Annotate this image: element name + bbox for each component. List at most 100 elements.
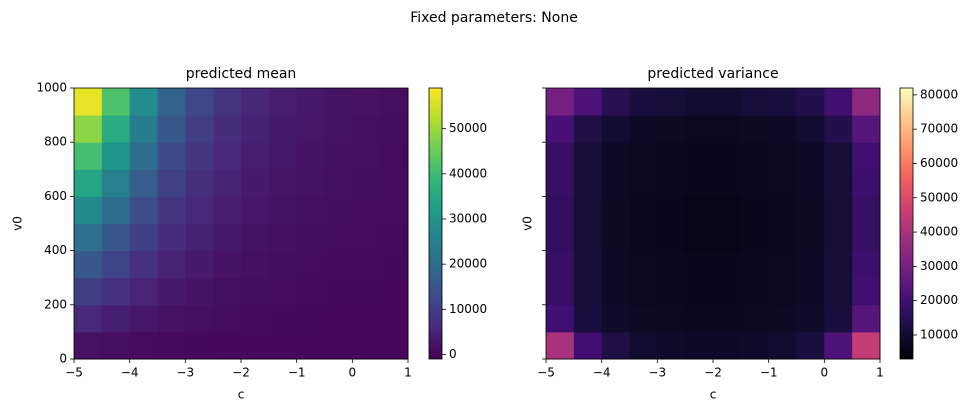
- heatmap-cell: [101, 142, 131, 170]
- colorbar-tick-label: 20000: [449, 257, 487, 271]
- heatmap-cell: [546, 88, 575, 116]
- heatmap-cell: [74, 304, 103, 333]
- colorbar-tick-label: 30000: [449, 211, 487, 225]
- heatmap-cell: [546, 277, 575, 306]
- heatmap-cell: [352, 250, 381, 279]
- heatmap-cell: [546, 196, 575, 224]
- heatmap-cell: [74, 277, 103, 306]
- heatmap-cell: [796, 223, 825, 252]
- heatmap-cell: [129, 277, 158, 306]
- y-axis-label: v0: [521, 216, 535, 231]
- x-tick-label: 1: [876, 366, 884, 380]
- x-tick-label: −2: [704, 366, 722, 380]
- heatmap-cell: [685, 196, 714, 224]
- heatmap-cell: [685, 250, 714, 279]
- heatmap-cell: [296, 277, 325, 306]
- x-tick-label: −3: [648, 366, 666, 380]
- heatmap-cell: [296, 196, 325, 224]
- heatmap-cell: [796, 169, 825, 197]
- heatmap-cell: [657, 250, 686, 279]
- heatmap-cell: [129, 331, 158, 360]
- heatmap-cell: [101, 223, 131, 252]
- heatmap-cell: [185, 250, 214, 279]
- heatmap-cell: [268, 250, 298, 279]
- heatmap-cell: [546, 142, 575, 170]
- heatmap-cell: [380, 304, 409, 333]
- heatmap-cell: [352, 88, 381, 116]
- heatmap-cell: [324, 223, 353, 252]
- heatmap-cell: [213, 196, 242, 224]
- heatmap-cell: [101, 196, 131, 224]
- heatmap-cell: [352, 115, 381, 143]
- x-axis-label: c: [710, 388, 717, 402]
- heatmap-cell: [380, 115, 409, 143]
- heatmap-cell: [685, 277, 714, 306]
- heatmap-cell: [213, 223, 242, 252]
- colorbar-tick-label: 0: [449, 347, 457, 361]
- heatmap-cell: [129, 250, 158, 279]
- heatmap-cell: [852, 250, 881, 279]
- heatmap-cell: [380, 142, 409, 170]
- heatmap-cell: [824, 115, 853, 143]
- heatmap-cell: [157, 331, 186, 360]
- axes-title: predicted variance: [647, 66, 778, 82]
- heatmap-cell: [601, 250, 630, 279]
- heatmap-cell: [740, 115, 770, 143]
- heatmap-cell: [241, 223, 270, 252]
- heatmap-cell: [768, 331, 797, 360]
- heatmap-cell: [740, 250, 770, 279]
- heatmap-cell: [101, 169, 131, 197]
- heatmap-cell: [852, 277, 881, 306]
- heatmap-cell: [324, 142, 353, 170]
- x-axis-label: c: [238, 388, 245, 402]
- heatmap-cell: [296, 223, 325, 252]
- heatmap-cell: [657, 223, 686, 252]
- heatmap-cell: [629, 88, 658, 116]
- heatmap-cell: [268, 115, 298, 143]
- heatmap-cell: [824, 250, 853, 279]
- colorbar-tick-label: 40000: [449, 166, 487, 180]
- heatmap-cell: [796, 277, 825, 306]
- heatmap-cell: [268, 223, 298, 252]
- heatmap-cell: [157, 115, 186, 143]
- heatmap-cell: [380, 223, 409, 252]
- colorbar-tick-label: 10000: [920, 327, 958, 341]
- heatmap-cell: [685, 223, 714, 252]
- heatmap-cell: [740, 304, 770, 333]
- heatmap-cell: [601, 88, 630, 116]
- heatmap-cell: [685, 304, 714, 333]
- heatmap-cell: [74, 223, 103, 252]
- heatmap-cell: [713, 250, 742, 279]
- heatmap-cell: [101, 304, 131, 333]
- heatmap-cell: [685, 331, 714, 360]
- heatmap-cell: [629, 196, 658, 224]
- heatmap-cell: [352, 223, 381, 252]
- heatmap-cell: [324, 169, 353, 197]
- heatmap-cell: [157, 142, 186, 170]
- heatmap-cell: [241, 277, 270, 306]
- heatmap-cell: [768, 115, 797, 143]
- heatmap-cell: [324, 250, 353, 279]
- heatmap-cell: [796, 196, 825, 224]
- heatmap-cell: [657, 115, 686, 143]
- heatmap-cell: [296, 115, 325, 143]
- heatmap-cell: [852, 169, 881, 197]
- heatmap-cell: [380, 250, 409, 279]
- colorbar: [428, 87, 443, 360]
- x-tick-label: 1: [404, 366, 412, 380]
- heatmap-cell: [185, 115, 214, 143]
- heatmap-cell: [768, 88, 797, 116]
- heatmap-cell: [601, 142, 630, 170]
- heatmap-cell: [213, 88, 242, 116]
- heatmap-cell: [601, 223, 630, 252]
- heatmap-cell: [546, 115, 575, 143]
- heatmap-cell: [601, 304, 630, 333]
- heatmap-cell: [713, 223, 742, 252]
- heatmap-cell: [129, 142, 158, 170]
- heatmap-cell: [268, 304, 298, 333]
- heatmap-cell: [241, 169, 270, 197]
- colorbar-tick-label: 70000: [920, 122, 958, 136]
- heatmap-cell: [573, 304, 603, 333]
- heatmap-cell: [740, 88, 770, 116]
- colorbar-tick-label: 50000: [449, 121, 487, 135]
